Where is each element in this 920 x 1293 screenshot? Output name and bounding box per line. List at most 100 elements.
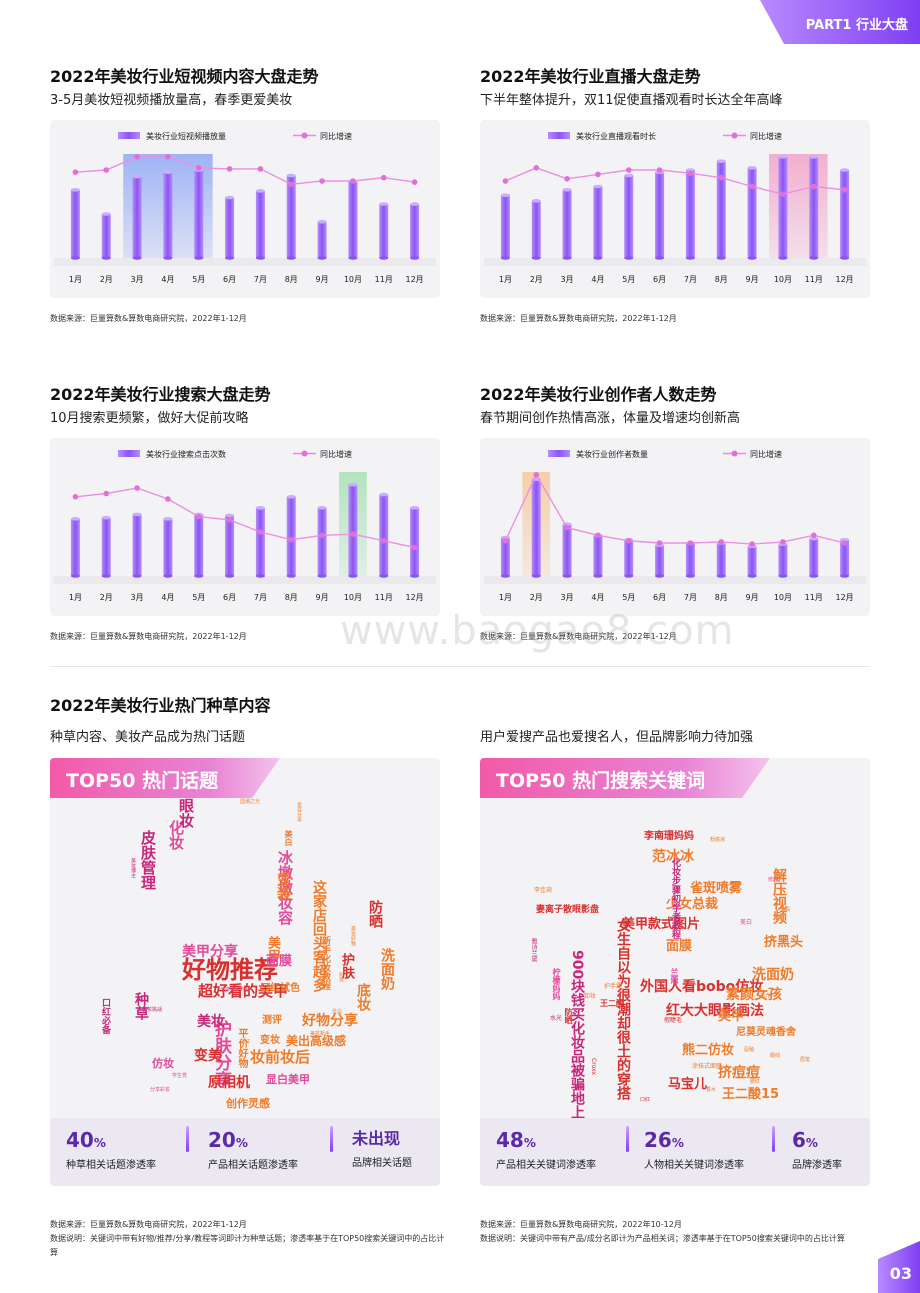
- x-tick-label: 12月: [835, 275, 853, 284]
- x-tick-label: 2月: [530, 593, 543, 602]
- x-tick-label: 8月: [715, 593, 728, 602]
- x-tick-label: 7月: [254, 593, 267, 602]
- bar-9月: [317, 507, 327, 576]
- growth-point: [134, 485, 140, 491]
- cloud-word: 柠檬妈妈: [552, 968, 561, 1000]
- bar-7月: [255, 190, 265, 258]
- growth-point: [533, 472, 540, 478]
- cloud-word: 美甲: [718, 1009, 745, 1024]
- chart-floor: [484, 258, 866, 266]
- bar-base: [809, 574, 819, 578]
- watermark: www.baogao8.com: [340, 608, 735, 654]
- bar-cap: [593, 184, 603, 189]
- cloud-word: 腮红: [750, 1079, 761, 1085]
- bar-base: [562, 256, 572, 260]
- chart3-source: 数据来源：巨量算数&算数电商研究院，2022年1-12月: [50, 632, 247, 641]
- x-tick-label: 4月: [161, 593, 174, 602]
- growth-point: [134, 154, 140, 160]
- legend-line-label: 同比增速: [320, 131, 352, 141]
- growth-point: [411, 544, 418, 551]
- x-tick-label: 2月: [530, 275, 543, 284]
- cloud-word: 解压视频: [771, 868, 787, 924]
- cloud-word: 底妆: [355, 983, 371, 1011]
- bar-base: [132, 256, 142, 260]
- part-tag-label: PART1 行业大盘: [805, 18, 908, 33]
- bar-12月: [410, 507, 420, 576]
- x-tick-label: 8月: [285, 593, 298, 602]
- page-number-tab: 03: [878, 1241, 920, 1293]
- bar-base: [163, 574, 173, 578]
- cloud-word: 防晒: [564, 1008, 573, 1024]
- x-tick-label: 12月: [405, 275, 423, 284]
- bar-8月: [716, 161, 726, 258]
- cloud-word: 国潮之光: [240, 799, 261, 805]
- growth-point: [841, 187, 848, 193]
- bar-base: [225, 256, 235, 260]
- bar-cap: [163, 170, 173, 174]
- bar-cap: [562, 188, 572, 192]
- growth-point: [595, 171, 601, 178]
- stat-product-keywords: 48% 产品相关关键词渗透率: [496, 1128, 596, 1171]
- stat-value: 未出现: [352, 1129, 401, 1148]
- x-tick-label: 11月: [805, 275, 823, 284]
- stat-label: 人物相关关键词渗透率: [644, 1160, 744, 1171]
- cloud-word: 原相机: [208, 1075, 250, 1091]
- bar-base: [194, 256, 204, 260]
- bar-cap: [101, 515, 111, 520]
- cloud-word: 眉笔: [800, 1057, 811, 1063]
- bar-10月: [778, 156, 788, 258]
- bar-9月: [747, 546, 757, 576]
- legend-line-label: 同比增速: [320, 449, 352, 459]
- x-tick-label: 3月: [131, 275, 144, 284]
- bar-base: [348, 574, 358, 578]
- bar-cap: [286, 495, 296, 499]
- cloud-word: 变美: [194, 1048, 222, 1064]
- bar-cap: [225, 513, 235, 518]
- cloud-word: 兰蔻: [670, 968, 679, 984]
- highlight-band: [769, 154, 828, 258]
- bar-cap: [163, 517, 173, 521]
- chart1-title: 2022年美妆行业短视频内容大盘走势: [50, 67, 319, 86]
- bar-base: [225, 574, 235, 578]
- cloud-word: 美甲款式图片: [622, 917, 701, 932]
- bar-6月: [225, 197, 235, 258]
- cloud-word: 遮瑕: [780, 907, 791, 913]
- chart-floor: [54, 258, 436, 266]
- growth-point: [780, 191, 786, 197]
- bar-7月: [685, 170, 695, 258]
- x-tick-label: 5月: [192, 593, 205, 602]
- bar-6月: [655, 545, 665, 576]
- bar-8月: [286, 175, 296, 258]
- cloud-word: 测评: [262, 1015, 282, 1026]
- x-tick-label: 6月: [223, 593, 236, 602]
- bar-base: [255, 574, 265, 578]
- cloud-word: 皮肤管理: [139, 830, 157, 890]
- left-notes: 数据来源：巨量算数&算数电商研究院，2022年1-12月 数据说明：关键词中带有…: [50, 1218, 450, 1260]
- stat-separator: [772, 1126, 775, 1152]
- growth-point: [165, 496, 171, 502]
- cloud-word: 素颜女孩: [726, 987, 782, 1003]
- cloud-word: 创作灵感: [226, 1097, 270, 1110]
- bar-cap: [348, 482, 358, 487]
- x-tick-label: 6月: [653, 275, 666, 284]
- bar-base: [70, 256, 80, 260]
- cloud-word: 雀斑喷雾: [690, 881, 743, 896]
- part-tag-shape: [760, 0, 920, 44]
- bar-cap: [317, 506, 327, 510]
- cloud-word: 彩妆: [338, 972, 344, 982]
- bar-5月: [624, 539, 634, 576]
- legend-bar-swatch: [548, 450, 570, 457]
- topics-stats-bar: 40% 种草相关话题渗透率 20% 产品相关话题渗透率 未出现 品牌相关话题: [50, 1118, 440, 1186]
- x-tick-label: 2月: [100, 275, 113, 284]
- growth-point: [502, 538, 509, 544]
- legend-bar-label: 美妆行业搜索点击次数: [146, 449, 226, 459]
- bar-base: [500, 256, 510, 260]
- cloud-word: 显白: [332, 1009, 343, 1015]
- cloud-word: 平价好物: [236, 1028, 247, 1068]
- bar-5月: [624, 175, 634, 258]
- bar-base: [531, 256, 541, 260]
- growth-point: [72, 169, 79, 175]
- bar-6月: [225, 515, 235, 576]
- bar-base: [163, 256, 173, 260]
- bar-cap: [747, 166, 757, 170]
